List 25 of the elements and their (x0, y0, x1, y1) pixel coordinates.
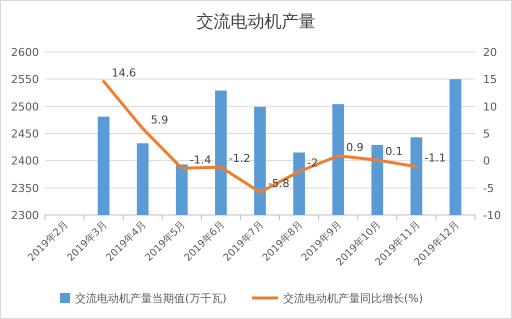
y-tick-label: 2450 (11, 128, 39, 140)
data-label: 14.6 (112, 66, 136, 80)
y-tick-label: 2350 (11, 182, 39, 195)
y2-tick-label: 5 (483, 128, 490, 140)
chart-title: 交流电动机产量 (196, 12, 316, 32)
data-label: 5.9 (150, 114, 168, 127)
data-label: -1.1 (424, 152, 446, 165)
y2-tick-label: 15 (483, 73, 497, 86)
legend-label: 交流电动机产量同比增长(%) (283, 292, 424, 305)
y2-tick-label: -5 (483, 182, 494, 195)
data-label: 0.1 (385, 145, 403, 158)
y-tick-label: 2300 (11, 209, 39, 222)
y-tick-label: 2500 (11, 100, 39, 114)
y2-tick-label: 10 (483, 100, 497, 114)
y2-tick-label: 20 (483, 46, 497, 59)
y-tick-label: 2400 (11, 154, 39, 168)
y-tick-label: 2550 (11, 73, 39, 86)
data-label: 0.9 (346, 140, 364, 154)
y2-tick-label: -10 (483, 209, 501, 222)
y2-tick-label: 0 (483, 154, 490, 168)
data-label: -1.2 (228, 152, 250, 166)
y-tick-label: 2600 (11, 46, 39, 59)
data-label: -1.4 (190, 153, 212, 166)
line-series (102, 80, 418, 194)
legend-label: 交流电动机产量当期值(万千瓦) (75, 292, 227, 305)
